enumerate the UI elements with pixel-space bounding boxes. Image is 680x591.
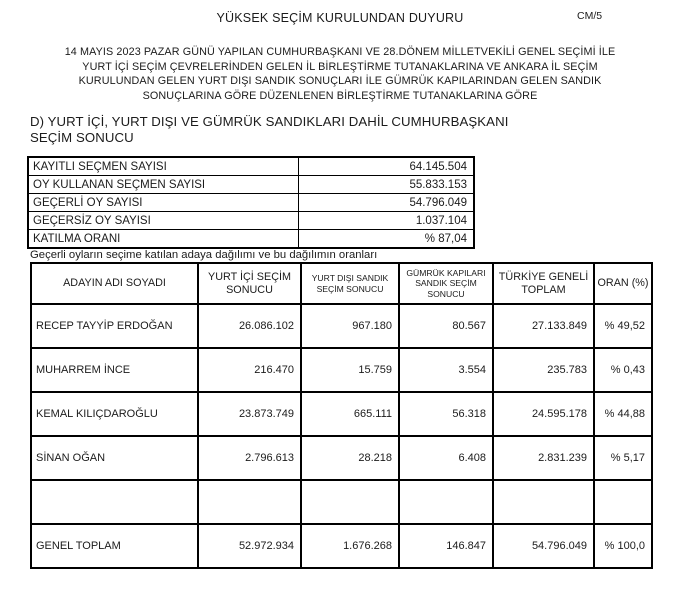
candidate-name-cell: GENEL TOPLAM — [30, 523, 199, 569]
vote-count-cell: 56.318 — [398, 391, 494, 437]
vote-count-cell: 26.086.102 — [197, 303, 302, 349]
vote-count-cell: % 5,17 — [593, 435, 653, 481]
vote-count-cell: 27.133.849 — [492, 303, 595, 349]
summary-row: GEÇERLİ OY SAYISI 54.796.049 — [27, 193, 475, 212]
section-heading-line: SEÇİM SONUCU — [30, 130, 134, 146]
vote-count-cell: 3.554 — [398, 347, 494, 393]
doc-code: CM/5 — [577, 10, 603, 22]
vote-count-cell: 80.567 — [398, 303, 494, 349]
vote-count-cell: % 0,43 — [593, 347, 653, 393]
summary-row: OY KULLANAN SEÇMEN SAYISI 55.833.153 — [27, 175, 475, 194]
vote-count-cell: 235.783 — [492, 347, 595, 393]
summary-value: 54.796.049 — [297, 193, 475, 212]
summary-row: GEÇERSİZ OY SAYISI 1.037.104 — [27, 211, 475, 230]
candidate-name-cell: SİNAN OĞAN — [30, 435, 199, 481]
vote-count-cell — [593, 479, 653, 525]
section-heading-line: D) YURT İÇİ, YURT DIŞI VE GÜMRÜK SANDIKL… — [30, 114, 509, 129]
summary-label: OY KULLANAN SEÇMEN SAYISI — [27, 175, 299, 194]
vote-count-cell: 2.796.613 — [197, 435, 302, 481]
vote-count-cell — [197, 479, 302, 525]
intro-line: KURULUNDAN GELEN YURT DIŞI SANDIK SONUÇL… — [78, 75, 602, 88]
summary-table: KAYITLI SEÇMEN SAYISI 64.145.504 OY KULLAN… — [27, 156, 475, 249]
summary-value: 1.037.104 — [297, 211, 475, 230]
results-row — [30, 479, 653, 525]
page-title: YÜKSEK SEÇİM KURULUNDAN DUYURU — [216, 11, 464, 25]
summary-value: % 87,04 — [297, 229, 475, 249]
summary-table-body: KAYITLI SEÇMEN SAYISI 64.145.504 OY KULLAN… — [27, 156, 475, 249]
results-table-body: RECEP TAYYİP ERDOĞAN 26.086.102 967.180 80.… — [30, 303, 653, 569]
results-row: SİNAN OĞAN 2.796.613 28.218 6.408 2.831.239%… — [30, 435, 653, 481]
summary-label: GEÇERLİ OY SAYISI — [27, 193, 299, 212]
candidate-name-cell: KEMAL KILIÇDAROĞLU — [30, 391, 199, 437]
candidate-name-cell: MUHARREM İNCE — [30, 347, 199, 393]
vote-count-cell: 23.873.749 — [197, 391, 302, 437]
results-column-header: GÜMRÜK KAPILARI SANDIK SEÇİM SONUCU — [398, 262, 494, 305]
vote-count-cell: 6.408 — [398, 435, 494, 481]
results-header-row: ADAYIN ADI SOYADI YURT İÇİ SEÇİM SONUCU YU… — [30, 262, 653, 305]
results-column-header: TÜRKİYE GENELİ TOPLAM — [492, 262, 595, 305]
intro-line: YURT İÇİ SEÇİM ÇEVRELERİNDEN GELEN İL Bİ… — [82, 60, 598, 73]
vote-count-cell: % 44,88 — [593, 391, 653, 437]
vote-count-cell: 54.796.049 — [492, 523, 595, 569]
vote-count-cell: 52.972.934 — [197, 523, 302, 569]
summary-value: 55.833.153 — [297, 175, 475, 194]
vote-count-cell: 2.831.239 — [492, 435, 595, 481]
results-table: ADAYIN ADI SOYADI YURT İÇİ SEÇİM SONUCU YU… — [30, 262, 653, 569]
vote-count-cell: % 49,52 — [593, 303, 653, 349]
distribution-note: Geçerli oyların seçime katılan adaya dağ… — [30, 249, 378, 261]
vote-count-cell: 216.470 — [197, 347, 302, 393]
vote-count-cell — [492, 479, 595, 525]
results-row: KEMAL KILIÇDAROĞLU 23.873.749 665.111 56.31… — [30, 391, 653, 437]
vote-count-cell: 665.111 — [300, 391, 400, 437]
intro-line: 14 MAYIS 2023 PAZAR GÜNÜ YAPILAN CUMHURB… — [64, 46, 616, 58]
summary-label: KAYITLI SEÇMEN SAYISI — [27, 156, 299, 176]
results-row: GENEL TOPLAM 52.972.934 1.676.268 146.847 54… — [30, 523, 653, 569]
vote-count-cell: 28.218 — [300, 435, 400, 481]
summary-value: 64.145.504 — [297, 156, 475, 176]
vote-count-cell: 1.676.268 — [300, 523, 400, 569]
results-column-header: ADAYIN ADI SOYADI — [30, 262, 199, 305]
results-row: MUHARREM İNCE 216.470 15.759 3.554 235.783% … — [30, 347, 653, 393]
vote-count-cell: % 100,0 — [593, 523, 653, 569]
intro-line: SONUÇLARINA GÖRE DÜZENLENEN BİRLEŞTİRME … — [142, 89, 538, 102]
summary-label: GEÇERSİZ OY SAYISI — [27, 211, 299, 230]
vote-count-cell: 24.595.178 — [492, 391, 595, 437]
results-column-header: YURT DIŞI SANDIK SEÇİM SONUCU — [300, 262, 400, 305]
summary-row: KATILMA ORANI% 87,04 — [27, 229, 475, 249]
candidate-name-cell — [30, 479, 199, 525]
results-column-header: ORAN (%) — [593, 262, 653, 305]
vote-count-cell — [300, 479, 400, 525]
summary-label: KATILMA ORANI — [27, 229, 299, 249]
vote-count-cell: 967.180 — [300, 303, 400, 349]
section-heading: D) YURT İÇİ, YURT DIŞI VE GÜMRÜK SANDIKL… — [30, 114, 650, 147]
vote-count-cell — [398, 479, 494, 525]
results-row: RECEP TAYYİP ERDOĞAN 26.086.102 967.180 80.… — [30, 303, 653, 349]
summary-row: KAYITLI SEÇMEN SAYISI 64.145.504 — [27, 156, 475, 176]
results-column-header: YURT İÇİ SEÇİM SONUCU — [197, 262, 302, 305]
candidate-name-cell: RECEP TAYYİP ERDOĞAN — [30, 303, 199, 349]
intro-paragraph: 14 MAYIS 2023 PAZAR GÜNÜ YAPILAN CUMHURB… — [20, 45, 660, 103]
vote-count-cell: 15.759 — [300, 347, 400, 393]
vote-count-cell: 146.847 — [398, 523, 494, 569]
